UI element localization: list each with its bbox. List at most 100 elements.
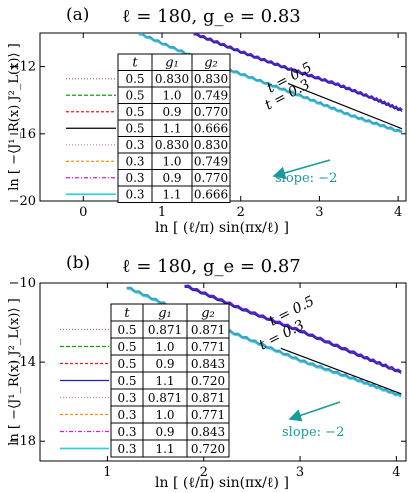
legend-table-b: t g₁ g₂ 0.5 0.871 0.871 0.5 1.0 0.771 0.5 0.9 0.843… [60, 303, 230, 458]
legend-table-cell: 0.771 [191, 408, 225, 422]
legend-table-cell: 0.3 [125, 155, 144, 169]
legend-table-cell: 0.5 [125, 105, 144, 119]
legend-table-cell: 1.0 [155, 340, 174, 354]
legend-table-cell: 0.3 [125, 138, 144, 152]
legend-table-cell: 0.5 [117, 374, 136, 388]
legend-table-cell: 1.1 [162, 188, 181, 202]
axis-ticks-a: 0 1 2 3 4 −20 −16 −12 [9, 33, 406, 220]
y-tick-label: −18 [9, 434, 36, 449]
legend-table-cell: 1.1 [155, 374, 174, 388]
legend-table-cell: 0.9 [162, 105, 181, 119]
axis-ticks-b: 1 2 3 4 −18 −14 −10 [9, 276, 406, 480]
legend-table-cell: 0.3 [117, 391, 136, 405]
legend-table-cell: 1.1 [162, 122, 181, 136]
legend-table-cell: 0.9 [155, 425, 174, 439]
panel-a-letter: (a) [66, 5, 89, 25]
x-tick-label: 3 [315, 205, 323, 220]
legend-table-cell: 0.830 [155, 138, 189, 152]
x-tick-label: 2 [200, 465, 208, 480]
legend-table-cell: 0.749 [194, 155, 228, 169]
legend-table-cell: 0.666 [194, 122, 228, 136]
legend-table-cell: 0.666 [194, 188, 228, 202]
panel-a-title: ℓ = 180, g_e = 0.83 [122, 6, 301, 27]
x-tick-label: 1 [103, 465, 111, 480]
legend-table-cell: 0.3 [125, 171, 144, 185]
legend-table-cell: 0.871 [191, 323, 225, 337]
svg-text:ln [ −⟨J¹_R(x) J²_L(x)⟩ ]: ln [ −⟨J¹_R(x) J²_L(x)⟩ ] [7, 298, 22, 445]
legend-table-cell: 0.843 [191, 357, 225, 371]
legend-table-cell: 0.5 [125, 122, 144, 136]
legend-table-header: g₁ [165, 56, 179, 71]
legend-table-a: t g₁ g₂ 0.5 0.830 0.830 0.5 1.0 0.749 0.5 0.9 0.770… [66, 53, 231, 203]
x-tick-label: 3 [296, 465, 304, 480]
legend-table-cell: 0.5 [117, 340, 136, 354]
legend-table-cell: 0.830 [194, 72, 228, 86]
legend-table-cell: 1.0 [155, 408, 174, 422]
legend-table-cell: 0.770 [194, 105, 228, 119]
y-tick-label: −16 [9, 127, 36, 142]
legend-table-cell: 1.0 [162, 155, 181, 169]
curve-t05 [193, 33, 403, 112]
plot-area-b [39, 282, 407, 462]
legend-table-cell: 0.871 [148, 391, 182, 405]
slope-annotation-a: slope: −2 [275, 171, 337, 186]
legend-table-cell: 0.5 [125, 72, 144, 86]
legend-table-cell: 1.0 [162, 89, 181, 103]
y-axis-label-b: ln [ −⟨J¹_R(x) J²_L(x)⟩ ] [7, 298, 22, 445]
slope-arrow [288, 401, 341, 422]
y-tick-label: −12 [9, 60, 36, 75]
legend-table-cell: 0.843 [191, 425, 225, 439]
curve-t05-overlay [184, 286, 402, 375]
legend-table-frame [110, 303, 230, 458]
legend-table-cell: 1.1 [155, 442, 174, 456]
x-axis-label-a: ln [ (ℓ/π) sin(πx/ℓ) ] [155, 220, 289, 236]
legend-table-cell: 0.720 [191, 374, 225, 388]
legend-table-header: g₂ [201, 306, 215, 321]
y-tick-label: −20 [9, 194, 36, 209]
slope-reference-line [280, 347, 402, 395]
legend-table-cell: 0.830 [194, 138, 228, 152]
legend-table-cell: 0.9 [155, 357, 174, 371]
x-tick-label: 2 [237, 205, 245, 220]
legend-table-cell: 0.5 [117, 323, 136, 337]
slope-arrow [272, 159, 331, 180]
legend-table-cell: 0.771 [191, 340, 225, 354]
slope-reference-line [287, 82, 403, 130]
legend-table-cell: 0.3 [117, 425, 136, 439]
legend-table-cell: 0.3 [125, 188, 144, 202]
panel-a: (a) ℓ = 180, g_e = 0.83 0 1 2 3 4 −20 −16 −12 t… [7, 5, 407, 236]
x-tick-label: 0 [79, 205, 87, 220]
panel-b: (b) ℓ = 180, g_e = 0.87 1 2 3 4 −18 −14 −10 t g… [7, 253, 407, 491]
x-axis-label-b: ln [ (ℓ/π) sin(πx/ℓ) ] [155, 475, 289, 491]
legend-table-cell: 0.3 [117, 442, 136, 456]
svg-text:ln [ −⟨J¹_R(x) J²_L(x)⟩ ]: ln [ −⟨J¹_R(x) J²_L(x)⟩ ] [7, 43, 22, 190]
legend-table-cell: 0.871 [148, 323, 182, 337]
legend-table-cell: 0.770 [194, 171, 228, 185]
panel-b-letter: (b) [66, 253, 90, 273]
legend-table-cell: 0.3 [117, 408, 136, 422]
curve-t05 [184, 284, 402, 373]
legend-table-cell: 0.871 [191, 391, 225, 405]
y-axis-label-a: ln [ −⟨J¹_R(x) J²_L(x)⟩ ] [7, 43, 22, 190]
legend-table-cell: 0.9 [162, 171, 181, 185]
panel-b-title: ℓ = 180, g_e = 0.87 [122, 256, 301, 277]
legend-table-cell: 0.720 [191, 442, 225, 456]
legend-table-cell: 0.830 [155, 72, 189, 86]
legend-table-cell: 0.749 [194, 89, 228, 103]
y-tick-label: −10 [9, 276, 36, 291]
legend-table-header: g₁ [158, 306, 172, 321]
legend-table-cell: 0.5 [125, 89, 144, 103]
legend-table-cell: 0.5 [117, 357, 136, 371]
legend-table-header: t [124, 306, 130, 321]
legend-table-frame [117, 53, 231, 203]
y-tick-label: −14 [9, 355, 36, 370]
legend-table-header: t [132, 56, 138, 71]
curve-t03 [138, 33, 403, 134]
x-tick-label: 1 [158, 205, 166, 220]
curve-t05-overlay [193, 34, 403, 113]
x-tick-label: 4 [394, 205, 402, 220]
x-tick-label: 4 [392, 465, 400, 480]
legend-table-header: g₂ [204, 56, 218, 71]
slope-annotation-b: slope: −2 [282, 425, 344, 440]
